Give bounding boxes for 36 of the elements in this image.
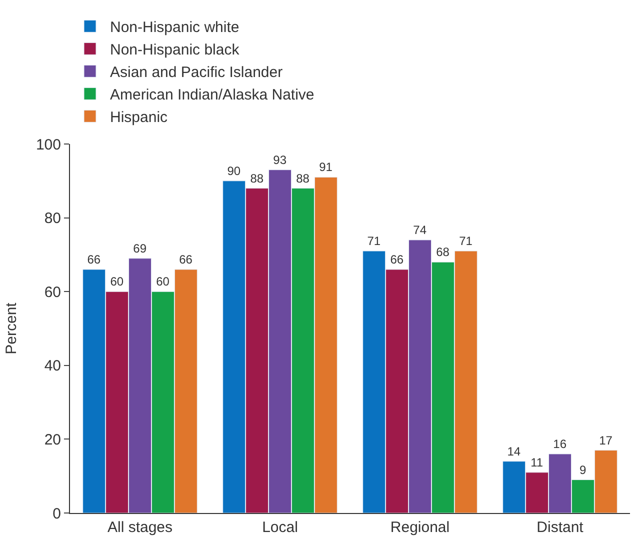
x-tick-label: All stages [107, 519, 173, 536]
data-label: 60 [156, 274, 170, 289]
x-tick-label: Regional [390, 519, 450, 536]
data-label: 66 [87, 252, 101, 266]
data-label: 17 [599, 433, 613, 448]
data-label: 14 [507, 444, 521, 458]
legend-label: Hispanic [110, 109, 168, 126]
legend-label: Non-Hispanic white [110, 19, 240, 36]
legend-label: Asian and Pacific Islander [110, 64, 283, 82]
data-label: 90 [227, 164, 241, 178]
data-label: 88 [250, 171, 264, 186]
y-tick-label: 20 [44, 431, 61, 448]
data-label: 9 [579, 462, 586, 477]
y-tick-label: 80 [44, 210, 61, 228]
data-label: 91 [319, 160, 333, 174]
data-label: 66 [179, 252, 193, 266]
y-axis-title: Percent [3, 302, 20, 354]
legend-label: American Indian/Alaska Native [110, 86, 314, 104]
data-label: 66 [390, 252, 404, 266]
x-tick-label: Distant [536, 519, 584, 536]
data-label: 69 [133, 241, 147, 256]
y-tick-label: 100 [36, 136, 61, 154]
legend-label: Non-Hispanic black [110, 42, 240, 59]
y-tick-label: 0 [52, 505, 61, 522]
y-tick-label: 60 [44, 284, 61, 301]
data-label: 68 [436, 245, 450, 260]
data-label: 74 [413, 222, 427, 237]
data-label: 71 [459, 234, 473, 248]
data-label: 71 [367, 234, 381, 248]
x-tick-label: Local [262, 519, 298, 536]
data-label: 16 [553, 436, 567, 451]
data-label: 60 [110, 274, 124, 289]
data-label: 88 [296, 171, 310, 186]
data-label: 93 [273, 152, 287, 167]
data-label: 11 [530, 455, 544, 470]
y-tick-label: 40 [44, 358, 61, 375]
